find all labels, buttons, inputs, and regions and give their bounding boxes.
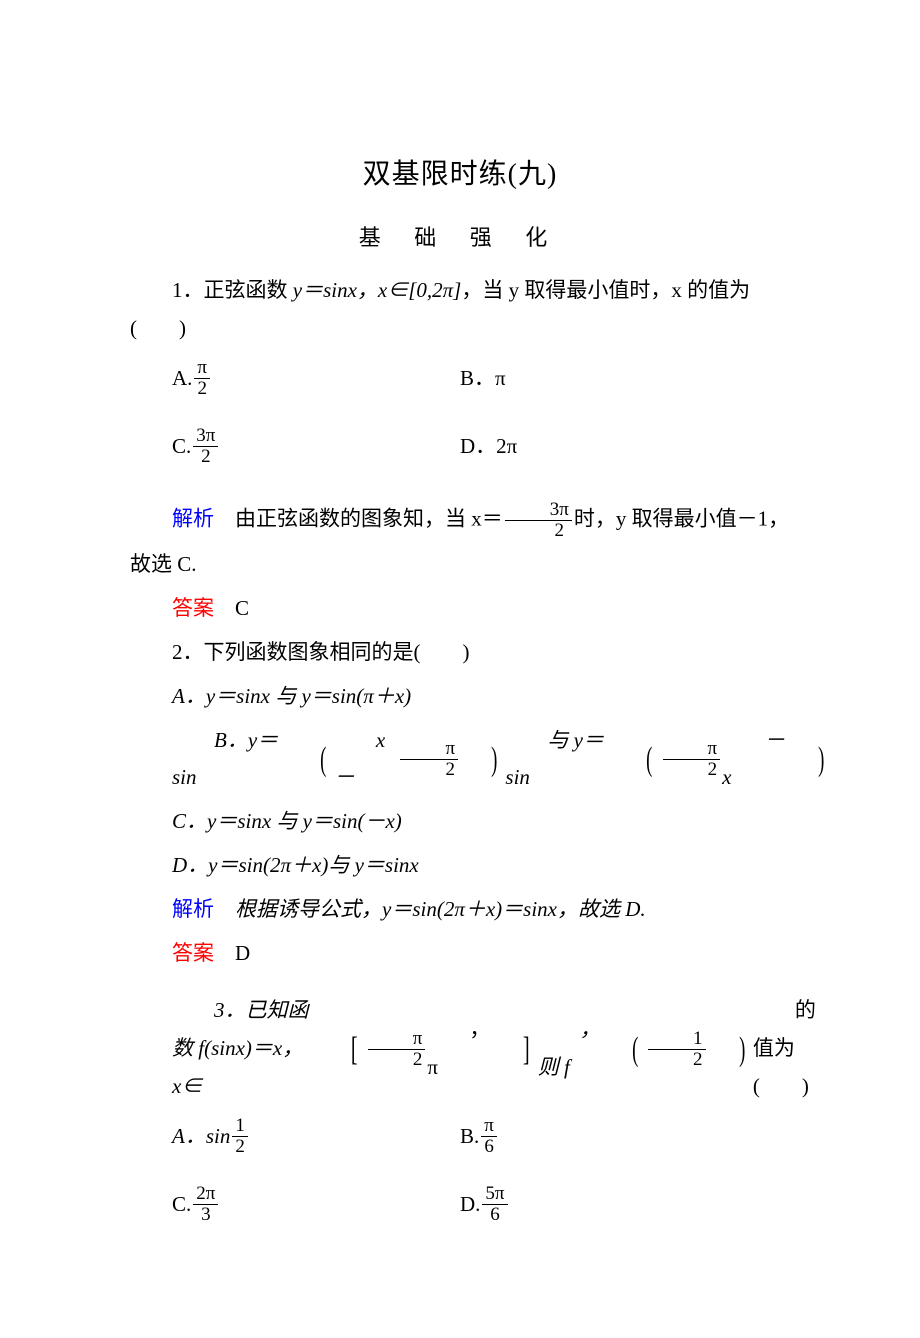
answer-label: 答案	[172, 596, 214, 620]
q1-answer-value: C	[214, 596, 249, 620]
q3-option-d: D. 5π 6	[460, 1182, 790, 1228]
q1-analysis-frac: 3π2	[505, 500, 572, 541]
page-subtitle: 基 础 强 化	[130, 218, 790, 258]
q2-b-left-frac: π 2	[400, 739, 458, 780]
q3-b-den: 6	[481, 1137, 497, 1157]
q3-dom-sep: ，π	[427, 1011, 490, 1087]
q1-a-frac: π 2	[194, 358, 210, 399]
q3-d-num: 5π	[482, 1184, 507, 1205]
q2-b-left-pre: x－	[334, 722, 399, 798]
q2-b-right-frac: π 2	[663, 739, 721, 780]
q1-b: B．π	[460, 360, 506, 398]
q1-c-prefix: C.	[172, 428, 191, 466]
q3-c-den: 3	[193, 1205, 218, 1225]
q2-b-right-post: －x	[722, 722, 787, 798]
q2-b-left-num: π	[400, 739, 458, 760]
q3-c-prefix: C.	[172, 1186, 191, 1224]
q1-analysis-den: 2	[505, 521, 572, 541]
q1-a-den: 2	[194, 379, 210, 399]
q1-stem-pre: 1．正弦函数	[172, 278, 293, 302]
q2-option-c: C．y＝sinx 与 y＝sin(－x)	[130, 803, 790, 841]
q3-c-frac: 2π 3	[193, 1184, 218, 1225]
q1-c-frac: 3π 2	[193, 426, 218, 467]
q3-b-prefix: B.	[460, 1118, 479, 1156]
q1-analysis-num: 3π	[505, 500, 572, 521]
close-bracket-icon: ]	[498, 1036, 530, 1063]
q2-option-a: A．y＝sinx 与 y＝sin(π＋x)	[130, 678, 790, 716]
q2-b-left-den: 2	[400, 760, 458, 780]
q3-a-frac: 1 2	[232, 1116, 248, 1157]
q2-b-pre: B．y＝sin	[172, 722, 289, 798]
q3-stem-pre: 3．已知函数 f(sinx)＝x，x∈	[172, 992, 318, 1105]
q2-analysis: 解析 根据诱导公式，y＝sin(2π＋x)＝sinx，故选 D.	[130, 891, 790, 929]
q3-a-num: 1	[232, 1116, 248, 1137]
q3-d-frac: 5π 6	[482, 1184, 507, 1225]
q1-analysis-post: 时，y 取得最小值－1，	[574, 506, 789, 530]
q3-option-b: B. π 6	[460, 1114, 790, 1160]
q2-option-b: B．y＝sin ( x－ π 2 ) 与 y＝sin ( π 2 －x )	[130, 722, 790, 798]
q2-option-d: D．y＝sin(2π＋x)与 y＝sinx	[130, 847, 790, 885]
q3-dom-den: 2	[368, 1050, 426, 1070]
q3-dom-frac: π 2	[368, 1029, 426, 1070]
q3-d-den: 6	[482, 1205, 507, 1225]
page-title: 双基限时练(九)	[130, 150, 790, 200]
q3-dom-num: π	[368, 1029, 426, 1050]
q2-b-right-num: π	[663, 739, 721, 760]
q3-a-den: 2	[232, 1137, 248, 1157]
page-content: 双基限时练(九) 基 础 强 化 1．正弦函数 y＝sinx，x∈[0,2π]，…	[0, 0, 920, 1338]
open-paren-icon: (	[623, 746, 652, 773]
q1-stem-eq: y＝sinx，x∈[0,2π]	[293, 278, 462, 302]
q1-stem: 1．正弦函数 y＝sinx，x∈[0,2π]，当 y 取得最小值时，x 的值为(…	[130, 272, 790, 348]
q3-option-c: C. 2π 3	[130, 1182, 460, 1228]
q1-c-num: 3π	[193, 426, 218, 447]
q3-options: A．sin 1 2 B. π 6 C. 2π 3 D. 5π 6	[130, 1114, 790, 1250]
open-paren-icon: (	[297, 746, 326, 773]
q1-option-b: B．π	[460, 356, 790, 402]
open-paren-icon: (	[609, 1036, 638, 1063]
q1-options: A. π 2 B．π C. 3π 2 D．2π	[130, 356, 790, 492]
close-paren-icon: )	[795, 746, 824, 773]
q3-arg-den: 2	[648, 1050, 706, 1070]
close-paren-icon: )	[468, 746, 497, 773]
analysis-label: 解析	[172, 897, 214, 921]
q1-option-d: D．2π	[460, 424, 790, 470]
q2-b-right-den: 2	[663, 760, 721, 780]
q3-option-a: A．sin 1 2	[130, 1114, 460, 1160]
q2-answer-value: D	[214, 941, 250, 965]
q2-d: D．y＝sin(2π＋x)与 y＝sinx	[172, 853, 419, 877]
q2-a: A．y＝sinx 与 y＝sin(π＋x)	[172, 684, 411, 708]
q1-option-a: A. π 2	[130, 356, 460, 402]
q3-stem: 3．已知函数 f(sinx)＝x，x∈ [ π 2 ，π ] ，则 f ( 1 …	[130, 992, 790, 1105]
q1-c-den: 2	[193, 447, 218, 467]
q2-analysis-text: 根据诱导公式，y＝sin(2π＋x)＝sinx，故选 D.	[214, 897, 646, 921]
q1-a-prefix: A.	[172, 360, 192, 398]
q3-d-prefix: D.	[460, 1186, 480, 1224]
open-bracket-icon: [	[326, 1036, 358, 1063]
q3-arg-frac: 1 2	[648, 1029, 706, 1070]
q3-b-num: π	[481, 1116, 497, 1137]
q3-stem-post: 的值为( )	[753, 992, 832, 1105]
q3-b-frac: π 6	[481, 1116, 497, 1157]
q1-option-c: C. 3π 2	[130, 424, 460, 470]
q2-stem: 2．下列函数图象相同的是( )	[130, 634, 790, 672]
answer-label: 答案	[172, 941, 214, 965]
q1-answer: 答案 C	[130, 590, 790, 628]
q2-answer: 答案 D	[130, 935, 790, 973]
analysis-label: 解析	[172, 506, 214, 530]
q2-c: C．y＝sinx 与 y＝sin(－x)	[172, 809, 402, 833]
q3-stem-mid: ，则 f	[538, 1011, 601, 1087]
q1-analysis-pre: 由正弦函数的图象知，当 x＝	[214, 506, 503, 530]
q3-a-prefix: A．sin	[172, 1118, 230, 1156]
q1-analysis-line1: 解析 由正弦函数的图象知，当 x＝3π2时，y 取得最小值－1，	[130, 500, 790, 541]
q1-d: D．2π	[460, 428, 517, 466]
q2-b-mid: 与 y＝sin	[505, 722, 615, 798]
q1-a-num: π	[194, 358, 210, 379]
q3-c-num: 2π	[193, 1184, 218, 1205]
q1-analysis-line2: 故选 C.	[130, 546, 790, 584]
close-paren-icon: )	[716, 1036, 745, 1063]
q3-arg-num: 1	[648, 1029, 706, 1050]
